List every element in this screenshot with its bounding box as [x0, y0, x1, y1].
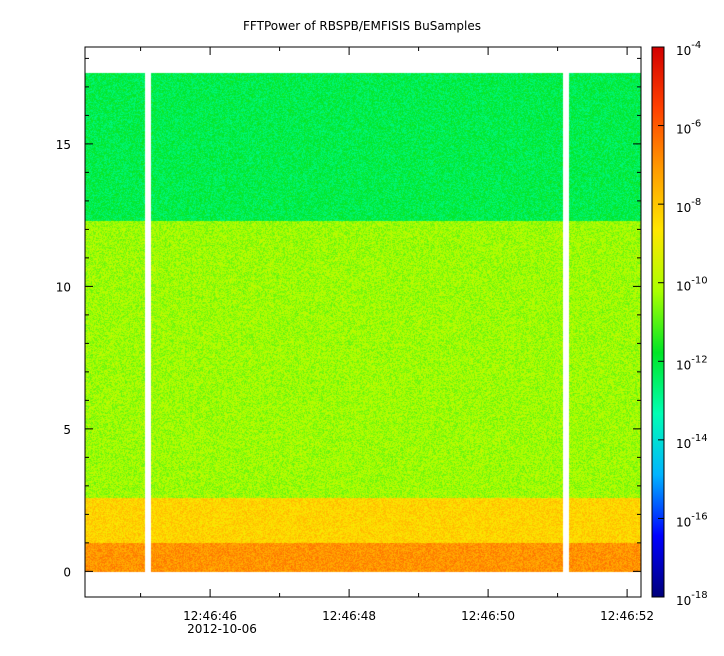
- colorbar-tick-label: 10-16: [676, 511, 708, 529]
- colorbar-tick-label: 10-6: [676, 119, 701, 137]
- plot-frame: [84, 46, 642, 598]
- chart-title: FFTPower of RBSPB/EMFISIS BuSamples: [243, 19, 481, 33]
- y-tick-label: 5: [63, 423, 71, 437]
- y-tick-label: 10: [56, 280, 71, 294]
- colorbar-tick-label: 10-12: [676, 354, 708, 372]
- x-tick-label: 12:46:52: [600, 609, 654, 623]
- x-tick-label: 12:46:48: [322, 609, 376, 623]
- spectrogram-image: [85, 47, 641, 597]
- colorbar-tick-label: 10-10: [676, 276, 708, 294]
- colorbar-tick-label: 10-14: [676, 433, 708, 451]
- colorbar-tick-label: 10-8: [676, 197, 701, 215]
- x-tick-label: 12:46:46: [183, 609, 237, 623]
- colorbar-tick-label: 10-4: [676, 40, 701, 58]
- colorbar-tick-label: 10-18: [676, 590, 708, 608]
- plot-border: [84, 46, 642, 598]
- x-tick-label: 12:46:50: [461, 609, 515, 623]
- y-tick-label: 0: [63, 565, 71, 579]
- x-axis: 12:46:46 12:46:48 12:46:50 12:46:52: [140, 47, 654, 623]
- date-label: 2012-10-06: [187, 622, 257, 636]
- colorbar: 10-4 10-6 10-8 10-10 10-12 10-14 10-16 10-18: [651, 40, 708, 608]
- colorbar-gradient: [651, 46, 665, 598]
- y-axis: 0 5 10 15: [56, 57, 641, 579]
- y-tick-label: 15: [56, 138, 71, 152]
